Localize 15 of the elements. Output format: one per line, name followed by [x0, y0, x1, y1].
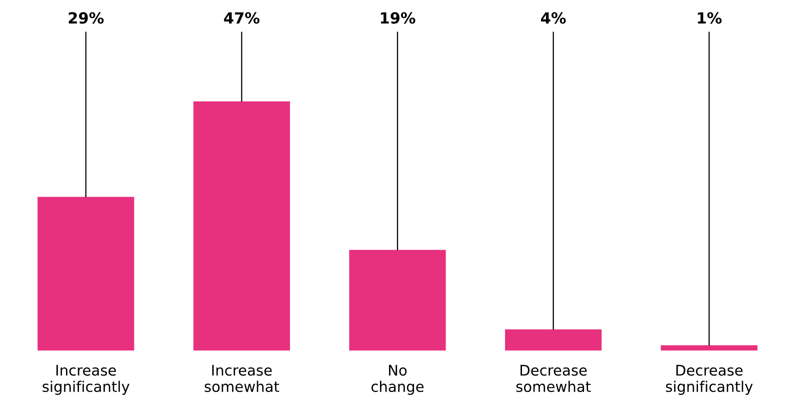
bar — [505, 329, 602, 351]
x-tick-label: Decrease significantly — [666, 364, 753, 395]
data-label: 1% — [698, 12, 722, 24]
data-label: 29% — [68, 12, 104, 24]
data-label: 19% — [380, 12, 416, 24]
bar — [660, 345, 758, 351]
x-tick-label: No change — [371, 364, 424, 395]
bar — [38, 196, 134, 351]
data-label: 47% — [224, 12, 260, 24]
x-tick-label: Increase somewhat — [204, 364, 280, 392]
data-label: 4% — [541, 12, 566, 24]
x-tick-label: Increase significantly — [42, 364, 130, 395]
bar — [349, 250, 446, 351]
bar — [193, 101, 290, 351]
x-tick-label: Decrease somewhat — [516, 364, 591, 392]
